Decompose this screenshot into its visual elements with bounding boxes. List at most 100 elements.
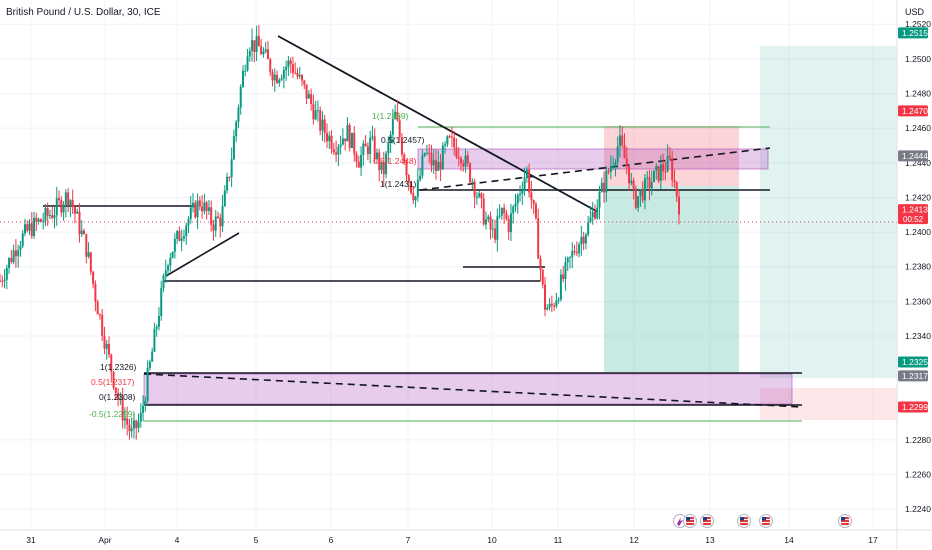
- candle-body: [310, 94, 313, 105]
- fib-label: 1(1.2469): [372, 111, 409, 121]
- candle-body: [14, 250, 17, 257]
- price-badge-label: 1.2515: [902, 28, 928, 38]
- candle-body: [110, 354, 113, 372]
- candle-body: [471, 181, 474, 183]
- event-flag-icon[interactable]: [838, 514, 852, 528]
- candle-body: [246, 56, 249, 71]
- dashed-line-lower[interactable]: [143, 373, 803, 408]
- candle-body: [450, 136, 453, 138]
- event-flag-icon[interactable]: [759, 514, 773, 528]
- candle-body: [30, 223, 33, 237]
- candle-body: [546, 307, 549, 310]
- candle-body: [3, 279, 6, 282]
- candle-body: [171, 251, 174, 258]
- candle-body: [316, 110, 319, 112]
- time-tick-label: 12: [629, 535, 639, 545]
- candle-body: [62, 205, 65, 213]
- fib-label: 0.5(1.2448): [373, 156, 417, 166]
- chart-title: British Pound / U.S. Dollar, 30, ICE: [6, 7, 161, 18]
- candle-body: [19, 246, 22, 251]
- fib-label: 0(1.2308): [99, 392, 136, 402]
- candle-body: [126, 418, 129, 425]
- event-flag-icon[interactable]: [700, 514, 714, 528]
- candle-body: [625, 158, 628, 167]
- trendline-ascending[interactable]: [165, 232, 240, 277]
- candle-body: [614, 162, 617, 166]
- candle-body: [605, 170, 608, 193]
- candle-body: [137, 421, 140, 428]
- candle-body: [46, 207, 49, 216]
- candle-body: [641, 189, 644, 201]
- price-badge: 1.2299: [898, 401, 928, 413]
- candle-body: [151, 351, 154, 362]
- candle-body: [596, 207, 599, 219]
- price-tick-label: 1.2420: [905, 192, 931, 202]
- time-tick-label: Apr: [98, 535, 111, 545]
- candle-body: [98, 314, 101, 316]
- price-tick-label: 1.2380: [905, 262, 931, 272]
- candle-body: [89, 252, 92, 272]
- candle-body: [568, 257, 571, 259]
- candle-body: [578, 244, 581, 254]
- candle-body: [530, 192, 533, 200]
- trendline-descending[interactable]: [277, 35, 599, 213]
- candle-body: [319, 110, 322, 131]
- event-flag-icon[interactable]: [683, 514, 697, 528]
- candle-body: [621, 135, 624, 146]
- dashed-line-upper[interactable]: [419, 147, 771, 191]
- candle-body: [139, 412, 142, 422]
- candle-body: [217, 216, 220, 218]
- time-tick-label: 7: [406, 535, 411, 545]
- candle-body: [271, 72, 274, 81]
- candle-body: [557, 299, 560, 301]
- price-badge: 1.2470: [898, 105, 928, 117]
- candle-body: [194, 202, 197, 218]
- candle-body: [555, 300, 558, 307]
- long-position-profit-zone[interactable]: [760, 46, 897, 378]
- candle-body: [591, 211, 594, 218]
- event-flag-icon[interactable]: [737, 514, 751, 528]
- candle-body: [587, 222, 590, 235]
- candle-body: [628, 166, 631, 184]
- price-tick-label: 1.2340: [905, 331, 931, 341]
- time-tick-label: 4: [175, 535, 180, 545]
- price-badge: 1.2317: [898, 370, 928, 382]
- candle-body: [328, 135, 331, 142]
- time-tick-label: 17: [868, 535, 878, 545]
- price-tick-label: 1.2520: [905, 19, 931, 29]
- candle-body: [326, 132, 329, 142]
- candle-body: [455, 147, 458, 158]
- candle-body: [653, 170, 656, 183]
- candle-body: [160, 288, 163, 317]
- candle-body: [146, 368, 149, 401]
- candle-body: [0, 280, 1, 282]
- candle-body: [78, 211, 81, 235]
- price-tick-label: 1.2460: [905, 123, 931, 133]
- candle-body: [544, 284, 547, 310]
- candle-body: [662, 164, 665, 172]
- candle-body: [421, 155, 424, 176]
- short-position-profit-zone[interactable]: [604, 186, 739, 372]
- us-flag-canton: [703, 517, 707, 521]
- candle-body: [357, 161, 360, 168]
- candle-body: [241, 70, 244, 87]
- candle-body: [416, 179, 419, 197]
- time-tick-label: 14: [784, 535, 794, 545]
- candle-body: [128, 424, 131, 432]
- candle-body: [321, 119, 324, 131]
- price-badge-label: 1.2317: [902, 371, 928, 381]
- candle-body: [80, 230, 83, 235]
- candle-body: [425, 152, 428, 154]
- event-flags: [673, 514, 852, 528]
- price-axis[interactable]: 1.2520 1.2500 1.2480 1.2460 1.2440 1.2420 1.24…: [905, 19, 931, 514]
- time-axis[interactable]: 31 Apr 4 5 6 7 10 11 12 13 14 17: [26, 535, 878, 545]
- candle-body: [1, 280, 4, 282]
- candle-body: [505, 213, 508, 219]
- candle-body: [28, 223, 31, 231]
- candle-body: [407, 175, 410, 183]
- candle-body: [618, 135, 621, 147]
- candle-body: [607, 170, 610, 172]
- candle-body: [198, 200, 201, 207]
